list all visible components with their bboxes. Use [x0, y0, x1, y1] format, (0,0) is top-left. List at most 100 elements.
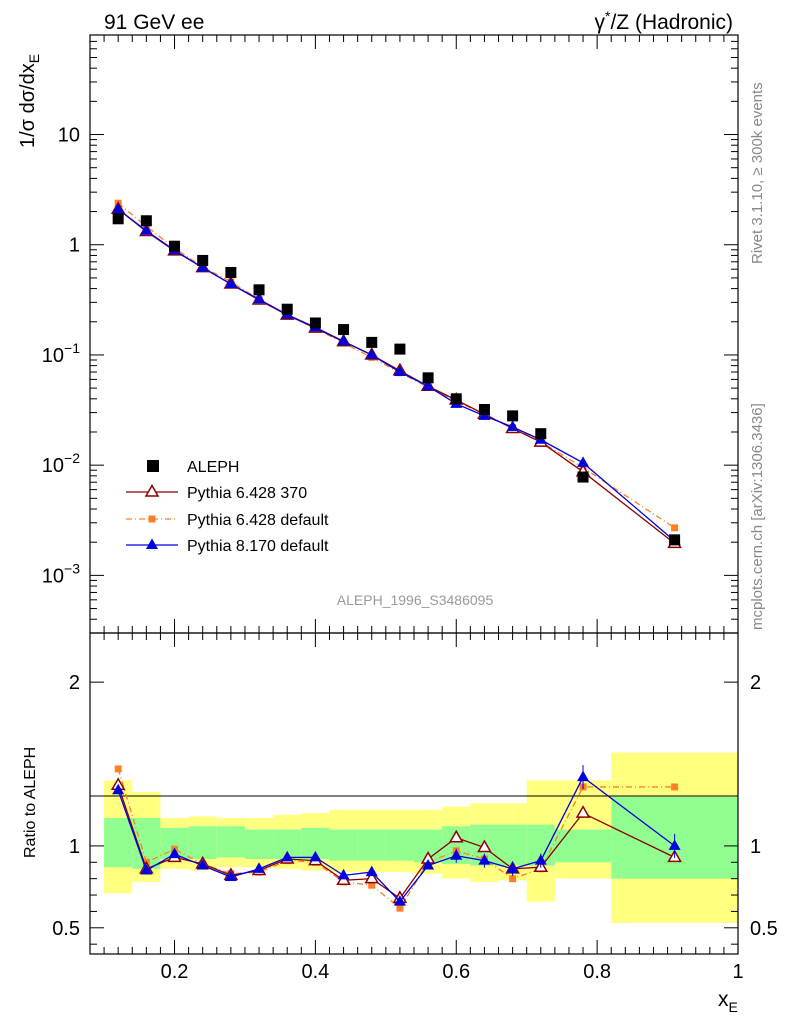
data-point: [140, 224, 153, 235]
ratio-ytick-label-right: 2: [750, 672, 761, 694]
header-title-left: 91 GeV ee: [104, 11, 204, 34]
legend-entry-pythia6-default: Pythia 6.428 default: [126, 512, 329, 529]
data-point: [478, 403, 490, 415]
svg-text:Pythia 6.428 370: Pythia 6.428 370: [187, 485, 307, 502]
ratio-line: [117, 785, 675, 900]
ratio-tick-labels: 0.5 0.5 1 1 2 2 0.2 0.4 0.6 0.8 1: [52, 672, 778, 983]
ratio-xtick-label: 0.2: [161, 961, 189, 983]
ratio-line: [117, 776, 675, 903]
header-title-right: γ*/Z (Hadronic): [595, 8, 733, 34]
ratio-point: [253, 862, 266, 873]
ratio-xtick-label: 0.8: [583, 961, 611, 983]
uncertainty-band-green: [216, 826, 245, 858]
ratio-xlabel: xE: [718, 988, 738, 1015]
ratio-point: [448, 829, 464, 843]
ratio-point: [114, 765, 122, 773]
ratio-xtick-label: 0.4: [301, 961, 329, 983]
ratio-point: [168, 847, 181, 859]
main-ytick-label: 10: [58, 125, 80, 147]
ratio-point: [196, 859, 209, 870]
ratio-point: [534, 854, 547, 865]
ratio-point: [477, 839, 492, 853]
data-point: [422, 372, 434, 384]
ratio-point: [364, 870, 380, 884]
data-point: [309, 317, 321, 329]
series-aleph: [112, 213, 681, 546]
main-series: [110, 199, 682, 549]
data-point: [253, 292, 266, 304]
data-point: [535, 428, 547, 440]
main-ylabel: 1/σ dσ/dxE: [17, 54, 42, 148]
data-point: [394, 343, 406, 355]
ratio-bands: [104, 752, 738, 923]
main-ytick-label: 1: [69, 235, 80, 257]
uncertainty-band-green: [357, 829, 386, 861]
uncertainty-band-green: [104, 818, 133, 868]
data-point: [169, 240, 181, 252]
ratio-point: [478, 854, 491, 865]
main-ytick-label: 10−2: [42, 450, 80, 477]
data-point: [507, 410, 519, 422]
ratio-point: [506, 862, 519, 873]
data-point: [112, 202, 125, 214]
main-ytick-label: 10−1: [42, 340, 80, 367]
series-line: [117, 202, 675, 529]
ratio-line: [117, 768, 675, 910]
data-point: [671, 524, 679, 532]
data-point: [112, 213, 124, 225]
ratio-point: [368, 881, 376, 889]
svg-text:Pythia 8.170 default: Pythia 8.170 default: [187, 538, 329, 555]
analysis-watermark: ALEPH_1996_S3486095: [337, 592, 494, 608]
ratio-point: [668, 839, 681, 850]
ratio-point: [365, 865, 378, 877]
data-point: [224, 277, 237, 289]
ratio-point: [450, 849, 463, 860]
ratio-xtick-label: 0.6: [442, 961, 470, 983]
ratio-point: [337, 868, 350, 880]
series-pythia-6-428-default: [114, 199, 679, 532]
ratio-ylabel: Ratio to ALEPH: [22, 747, 39, 858]
data-point: [422, 379, 435, 391]
data-point: [450, 393, 462, 405]
ratio-point: [393, 895, 406, 906]
data-point: [338, 324, 350, 336]
legend: ALEPH Pythia 6.428 370 Pythia 6.428 defa…: [126, 459, 329, 555]
ratio-point: [396, 904, 404, 912]
ratio-series: [110, 765, 682, 912]
data-point: [197, 254, 209, 266]
main-ytick-label: 10−3: [42, 560, 80, 587]
mcplots-url-label: mcplots.cern.ch [arXiv:1306.3436]: [749, 403, 766, 630]
main-ticks: [90, 34, 739, 634]
ratio-point: [671, 783, 679, 791]
ratio-xtick-label: 1: [732, 961, 743, 983]
svg-text:Pythia 6.428 default: Pythia 6.428 default: [187, 512, 329, 529]
data-point: [669, 534, 681, 546]
data-point: [196, 261, 209, 272]
ratio-ytick-label-right: 0.5: [750, 918, 778, 940]
svg-text:ALEPH: ALEPH: [187, 459, 239, 476]
uncertainty-band-green: [554, 829, 612, 863]
ratio-point: [309, 850, 322, 862]
data-point: [577, 456, 590, 467]
uncertainty-band-green: [385, 829, 414, 861]
legend-entry-pythia6-370: Pythia 6.428 370: [126, 483, 307, 502]
ratio-point: [112, 783, 125, 795]
rivet-version-label: Rivet 3.1.10, ≥ 300k events: [749, 82, 766, 264]
data-point: [225, 266, 237, 278]
data-point: [366, 336, 378, 348]
data-point: [577, 471, 589, 483]
ratio-ytick-label-left: 1: [69, 836, 80, 858]
ratio-point: [224, 870, 237, 882]
data-point: [506, 420, 519, 431]
ratio-ytick-label-left: 0.5: [52, 918, 80, 940]
ratio-point: [140, 863, 153, 875]
data-point: [281, 303, 293, 315]
ratio-point: [577, 770, 590, 782]
data-point: [140, 215, 152, 227]
legend-entry-aleph: ALEPH: [147, 459, 239, 476]
ratio-series-pythia-6-428-370: [110, 777, 682, 904]
ratio-point: [281, 850, 294, 862]
ratio-point: [509, 875, 517, 883]
ratio-point: [575, 805, 591, 818]
